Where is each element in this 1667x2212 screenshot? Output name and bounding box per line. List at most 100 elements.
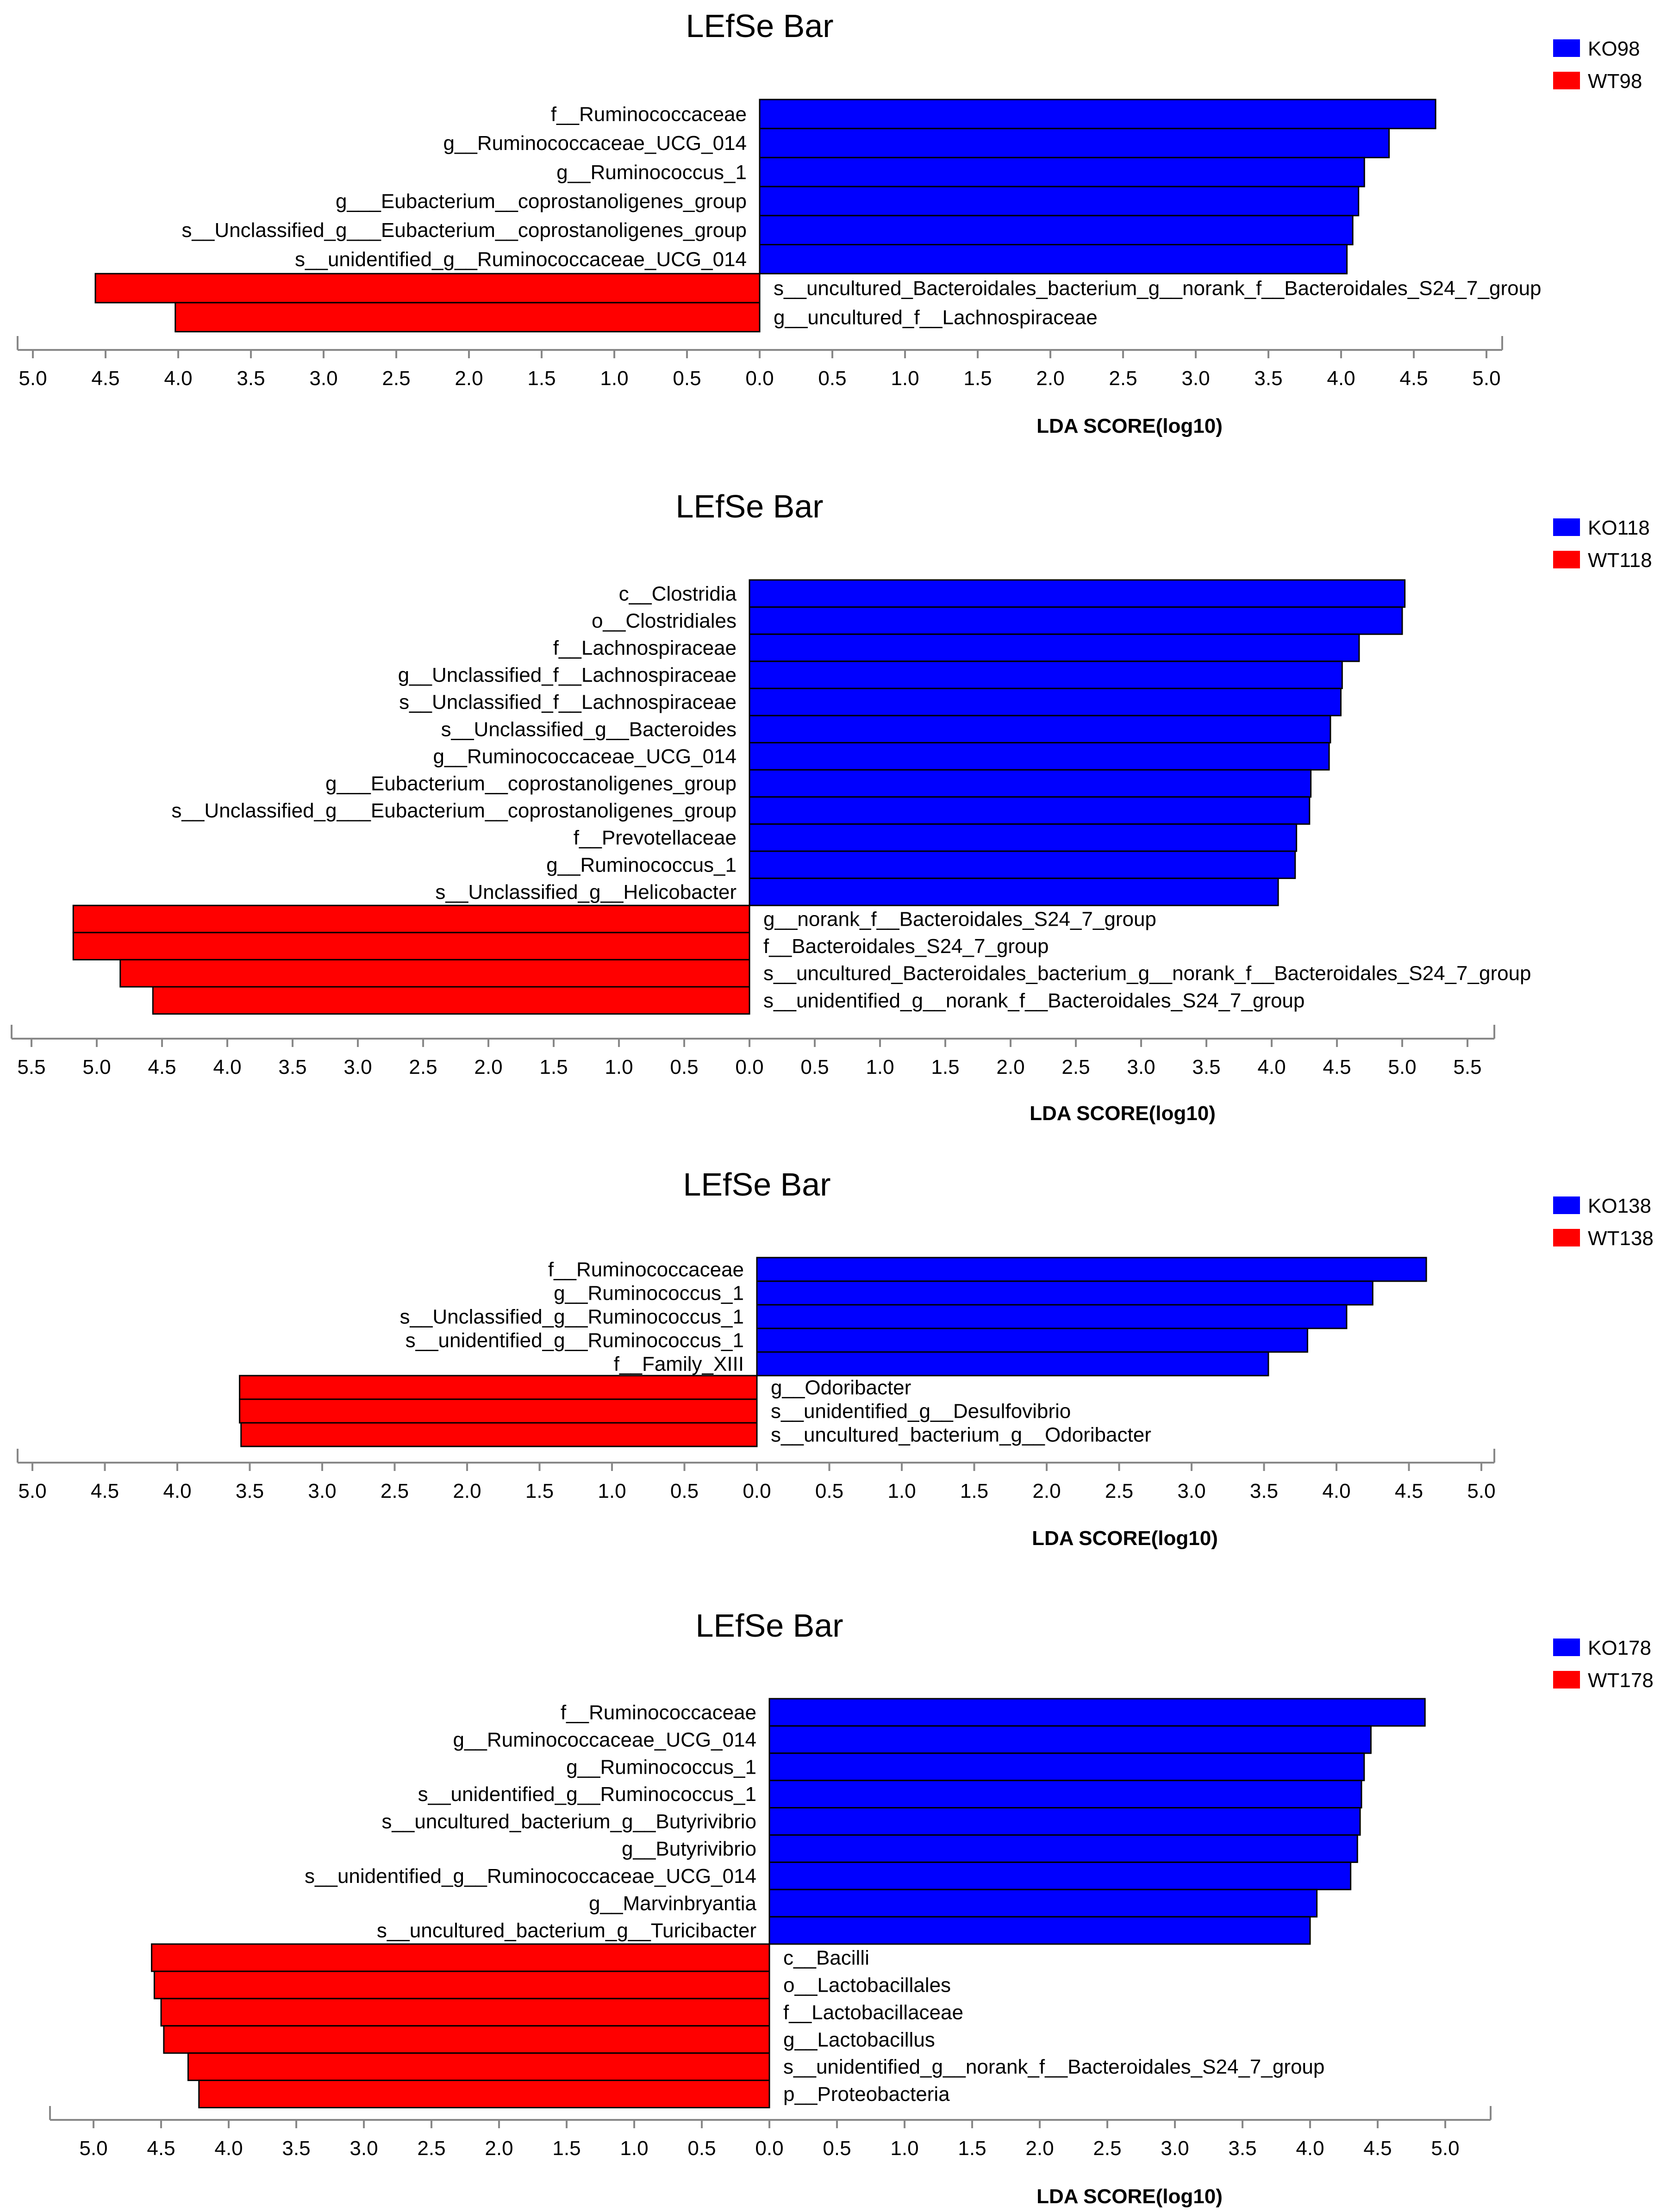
- x-tick-label: 5.0: [18, 1480, 46, 1502]
- bar: [72, 904, 750, 934]
- legend-label: KO118: [1588, 517, 1650, 539]
- bar-label: g___Eubacterium__coprostanoligenes_group: [325, 773, 737, 795]
- bar: [759, 215, 1354, 245]
- legend-label: KO98: [1588, 37, 1640, 60]
- bar-label: s__Unclassified_g___Eubacterium__coprost…: [181, 219, 747, 242]
- bar-label: g__Ruminococcus_1: [554, 1282, 744, 1305]
- x-tick-label: 0.5: [815, 1480, 843, 1502]
- x-tick-label: 4.0: [214, 2137, 243, 2160]
- x-tick-label: 4.0: [163, 1480, 191, 1502]
- bar: [72, 932, 750, 960]
- x-tick-label: 0.5: [673, 367, 701, 390]
- bar-label: g__Ruminococcaceae_UCG_014: [443, 132, 747, 155]
- bar: [756, 1304, 1348, 1329]
- legend-label: WT118: [1588, 549, 1652, 572]
- bar: [768, 1834, 1358, 1863]
- bar-label: f__Bacteroidales_S24_7_group: [763, 935, 1049, 958]
- x-tick-label: 0.0: [743, 1480, 771, 1502]
- bar-label: s__unidentified_g__Ruminococcus_1: [406, 1329, 744, 1352]
- bar: [768, 1698, 1426, 1727]
- bar-label: f__Lactobacillaceae: [783, 2001, 963, 2024]
- bar-label: g__Lactobacillus: [783, 2028, 935, 2051]
- bar: [756, 1327, 1308, 1353]
- x-tick-label: 2.5: [1093, 2137, 1121, 2160]
- bar: [749, 850, 1296, 879]
- bar: [175, 302, 761, 333]
- x-tick-label: 3.5: [1250, 1480, 1278, 1502]
- bar-label: f__Lachnospiraceae: [553, 637, 737, 660]
- bar: [240, 1422, 758, 1447]
- bar: [749, 769, 1312, 798]
- legend-swatch: [1553, 1639, 1580, 1656]
- bar-label: s__unidentified_g__Desulfovibrio: [771, 1400, 1071, 1423]
- bar-label: g__Odoribacter: [771, 1377, 911, 1399]
- x-tick-label: 3.0: [1127, 1056, 1155, 1078]
- bar: [759, 99, 1436, 130]
- x-tick-label: 2.5: [381, 1480, 409, 1502]
- x-tick-label: 2.0: [485, 2137, 513, 2160]
- bar: [749, 660, 1343, 689]
- x-tick-label: 1.5: [527, 367, 556, 390]
- x-tick-label: 3.5: [278, 1056, 306, 1078]
- bar: [153, 1970, 770, 2000]
- x-axis-label: LDA SCORE(log10): [1036, 415, 1223, 437]
- bar: [768, 1861, 1352, 1890]
- legend-label: WT98: [1588, 70, 1642, 93]
- bar-label: s__uncultured_bacterium_g__Odoribacter: [771, 1424, 1151, 1446]
- x-tick-label: 5.0: [79, 2137, 107, 2160]
- lefse-chart-3: LEfSe BarKO138WT138f__Ruminococcaceaeg__…: [17, 1166, 1654, 1550]
- bar-label: g__Ruminococcus_1: [556, 161, 747, 184]
- x-tick-label: 2.0: [455, 367, 483, 390]
- x-tick-label: 2.0: [1025, 2137, 1054, 2160]
- x-tick-label: 0.5: [687, 2137, 716, 2160]
- x-tick-label: 5.0: [19, 367, 47, 390]
- bar: [94, 273, 761, 304]
- x-tick-label: 4.5: [1323, 1056, 1351, 1078]
- x-tick-label: 1.5: [958, 2137, 986, 2160]
- bar: [759, 186, 1360, 217]
- bar-label: s__Unclassified_g__Helicobacter: [435, 881, 737, 903]
- bar-label: s__uncultured_Bacteroidales_bacterium_g_…: [774, 277, 1542, 300]
- bar: [749, 796, 1311, 825]
- legend-swatch: [1553, 551, 1580, 568]
- x-tick-label: 5.0: [1431, 2137, 1459, 2160]
- x-tick-label: 5.0: [1472, 367, 1500, 390]
- x-tick-label: 3.0: [1181, 367, 1210, 390]
- bar: [749, 579, 1406, 608]
- x-tick-label: 4.0: [213, 1056, 241, 1078]
- x-tick-label: 2.5: [417, 2137, 445, 2160]
- x-tick-label: 1.5: [931, 1056, 959, 1078]
- x-tick-label: 2.0: [474, 1056, 502, 1078]
- chart-title: LEfSe Bar: [686, 8, 833, 44]
- legend-swatch: [1553, 39, 1580, 57]
- x-tick-label: 1.5: [539, 1056, 568, 1078]
- x-tick-label: 3.5: [1228, 2137, 1256, 2160]
- bar-label: s__unidentified_g__norank_f__Bacteroidal…: [783, 2056, 1324, 2078]
- bar-label: o__Lactobacillales: [783, 1974, 951, 1996]
- x-tick-label: 1.0: [887, 1480, 916, 1502]
- legend-swatch: [1553, 72, 1580, 89]
- x-tick-label: 3.0: [309, 367, 337, 390]
- bar: [239, 1375, 758, 1400]
- x-tick-label: 0.0: [735, 1056, 763, 1078]
- x-tick-label: 1.0: [605, 1056, 633, 1078]
- x-tick-label: 3.5: [236, 1480, 264, 1502]
- x-tick-label: 5.5: [17, 1056, 45, 1078]
- bar-label: c__Clostridia: [619, 582, 737, 605]
- bar-label: s__uncultured_Bacteroidales_bacterium_g_…: [763, 962, 1531, 985]
- x-tick-label: 2.5: [1109, 367, 1137, 390]
- bar: [749, 606, 1403, 635]
- legend-swatch: [1553, 518, 1580, 536]
- bar: [768, 1780, 1362, 1809]
- x-tick-label: 0.5: [670, 1056, 698, 1078]
- bar: [756, 1280, 1374, 1306]
- bar-label: g__Ruminococcaceae_UCG_014: [433, 745, 737, 768]
- bar-label: f__Ruminococcaceae: [561, 1701, 756, 1724]
- legend-label: KO178: [1588, 1637, 1651, 1659]
- x-tick-label: 0.5: [818, 367, 846, 390]
- bar-label: s__Unclassified_g___Eubacterium__coprost…: [171, 799, 737, 822]
- x-tick-label: 2.0: [1036, 367, 1064, 390]
- x-tick-label: 4.0: [1327, 367, 1355, 390]
- bar: [749, 878, 1279, 906]
